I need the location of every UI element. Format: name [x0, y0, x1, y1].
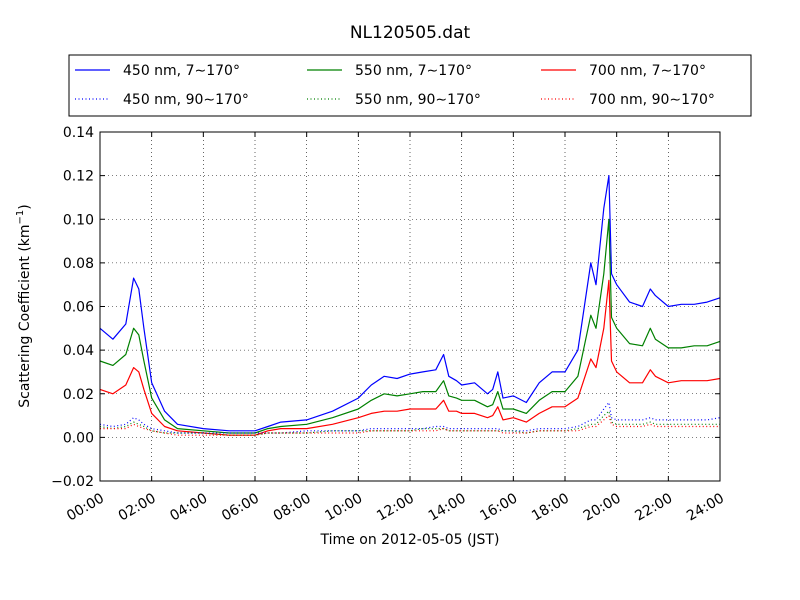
legend-entry-4: 550 nm, 90∼170° [355, 92, 481, 108]
grid [100, 132, 720, 481]
legend-entry-0: 450 nm, 7∼170° [123, 63, 240, 79]
y-axis-label-end: ) [17, 204, 33, 209]
y-tick-label: 0.04 [63, 343, 94, 359]
legend-entry-5: 700 nm, 90∼170° [589, 92, 715, 108]
series-line-2 [99, 279, 721, 436]
y-tick-labels: −0.02 0.00 0.02 0.04 0.06 0.08 0.10 0.12 0.14 [51, 125, 94, 490]
y-axis-label-group: Scattering Coefficient (km−1) [15, 204, 33, 408]
y-tick-label: −0.02 [51, 474, 94, 490]
chart-title: NL120505.dat [350, 23, 471, 43]
y-tick-label: 0.00 [63, 430, 94, 446]
legend: 450 nm, 7∼170° 550 nm, 7∼170° 700 nm, 7∼17… [68, 54, 752, 117]
series-layer [99, 175, 721, 436]
series-line-0 [99, 175, 721, 432]
x-axis-label: Time on 2012-05-05 (JST) [320, 532, 500, 548]
y-tick-label: 0.02 [63, 387, 94, 403]
legend-entry-2: 700 nm, 7∼170° [589, 63, 706, 79]
y-axis-label-sup: −1 [15, 210, 26, 225]
y-tick-label: 0.14 [63, 125, 94, 141]
y-tick-label: 0.08 [63, 256, 94, 272]
y-tick-label: 0.10 [63, 212, 94, 228]
ticks [99, 131, 721, 482]
legend-entry-1: 550 nm, 7∼170° [355, 63, 472, 79]
legend-entry-3: 450 nm, 90∼170° [123, 92, 249, 108]
y-axis-label: Scattering Coefficient (km−1) [15, 204, 33, 408]
series-line-1 [99, 218, 721, 434]
legend-frame [68, 54, 752, 117]
y-tick-label: 0.12 [63, 169, 94, 185]
y-tick-label: 0.06 [63, 300, 94, 316]
series-line-4 [99, 410, 720, 436]
y-axis-label-main: Scattering Coefficient (km [17, 224, 33, 407]
